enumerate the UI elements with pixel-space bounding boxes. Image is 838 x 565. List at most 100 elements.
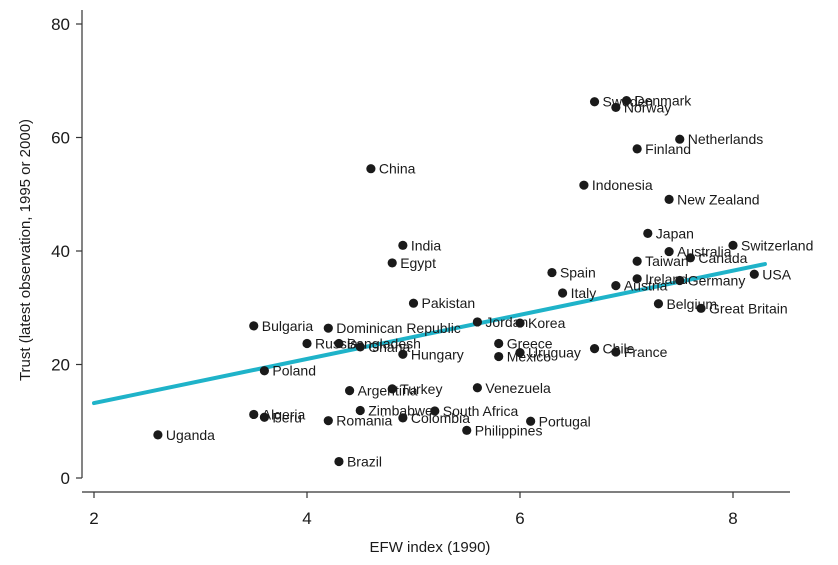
point-label-philippines: Philippines — [475, 422, 543, 438]
point-indonesia — [579, 180, 589, 190]
point-label-korea: Korea — [528, 315, 566, 331]
point-netherlands — [675, 134, 685, 144]
point-italy — [558, 288, 568, 298]
point-label-austria: Austria — [624, 278, 668, 294]
fit-line — [92, 262, 767, 406]
point-label-romania: Romania — [336, 413, 392, 429]
point-finland — [632, 144, 642, 154]
point-romania — [323, 416, 333, 426]
data-points: DenmarkSwedenNorwayNetherlandsFinlandChi… — [153, 93, 813, 470]
point-mexico — [494, 351, 504, 362]
point-south-africa — [430, 406, 440, 416]
point-label-switzerland: Switzerland — [741, 237, 813, 253]
point-china — [366, 164, 376, 174]
y-tick-label: 0 — [61, 469, 70, 488]
point-label-turkey: Turkey — [400, 381, 442, 397]
point-label-peru: Peru — [272, 409, 302, 425]
point-dominican-republic — [323, 323, 333, 333]
point-label-taiwan: Taiwan — [645, 253, 689, 269]
point-portugal — [526, 416, 536, 426]
point-label-finland: Finland — [645, 141, 691, 157]
point-chile — [589, 344, 600, 354]
point-label-india: India — [411, 237, 442, 253]
point-label-great-britain: Great Britain — [709, 300, 788, 316]
point-label-mexico: Mexico — [507, 349, 552, 365]
point-hungary — [398, 349, 408, 359]
point-india — [398, 240, 408, 250]
point-turkey — [387, 384, 397, 394]
point-label-algeria: Algeria — [262, 406, 306, 422]
point-denmark — [621, 96, 632, 106]
y-tick-label: 40 — [51, 242, 70, 261]
point-label-pakistan: Pakistan — [422, 295, 476, 311]
point-usa — [749, 269, 759, 279]
point-label-hungary: Hungary — [411, 346, 464, 362]
point-greece — [494, 338, 504, 349]
point-philippines — [462, 425, 472, 435]
point-japan — [643, 228, 653, 239]
x-tick-label: 2 — [89, 509, 98, 528]
point-egypt — [387, 258, 397, 268]
point-bulgaria — [249, 321, 259, 331]
point-label-china: China — [379, 161, 416, 177]
point-spain — [547, 267, 557, 278]
chart-axes: 0 20 40 60 80 2 4 6 8 — [51, 10, 790, 528]
point-label-south-africa: South Africa — [443, 403, 519, 419]
y-tick-label: 60 — [51, 129, 70, 148]
point-label-japan: Japan — [656, 225, 694, 241]
point-label-netherlands: Netherlands — [688, 131, 764, 147]
point-poland — [259, 366, 269, 376]
point-label-france: France — [624, 344, 668, 360]
point-label-canada: Canada — [698, 250, 747, 266]
point-korea — [515, 318, 525, 328]
point-label-poland: Poland — [272, 363, 316, 379]
point-ghana — [355, 342, 365, 352]
point-australia — [664, 246, 674, 257]
point-venezuela — [472, 383, 482, 393]
point-label-zimbabwe: Zimbabwe — [368, 402, 433, 418]
point-label-usa: USA — [762, 266, 791, 282]
y-axis-title: Trust (latest observation, 1995 or 2000) — [17, 119, 34, 381]
point-label-brazil: Brazil — [347, 454, 382, 470]
point-norway — [611, 102, 621, 113]
point-label-spain: Spain — [560, 265, 596, 281]
point-ireland — [632, 274, 642, 284]
point-label-argentina: Argentina — [358, 383, 418, 399]
x-tick-label: 6 — [515, 509, 524, 528]
fit-line-group — [92, 262, 767, 406]
point-label-new-zealand: New Zealand — [677, 191, 760, 207]
point-colombia — [398, 413, 408, 423]
y-tick-label: 80 — [51, 15, 70, 34]
point-germany — [675, 275, 685, 286]
point-algeria — [249, 409, 259, 420]
point-canada — [685, 253, 696, 263]
x-tick-label: 4 — [302, 509, 311, 528]
point-uganda — [153, 430, 163, 440]
point-peru — [259, 412, 269, 422]
point-label-germany: Germany — [688, 273, 746, 289]
point-russia — [302, 338, 312, 349]
y-tick-label: 20 — [51, 356, 70, 375]
point-label-indonesia: Indonesia — [592, 177, 653, 193]
point-zimbabwe — [355, 405, 365, 416]
point-label-colombia: Colombia — [411, 410, 470, 426]
point-uruguay — [515, 347, 525, 358]
point-label-dominican-republic: Dominican Republic — [336, 320, 461, 336]
point-pakistan — [408, 298, 419, 308]
point-new-zealand — [664, 194, 674, 204]
x-tick-label: 8 — [728, 509, 737, 528]
point-label-uganda: Uganda — [166, 427, 215, 443]
point-brazil — [334, 456, 344, 467]
point-label-norway: Norway — [624, 99, 671, 115]
point-label-bulgaria: Bulgaria — [262, 318, 314, 334]
x-axis-title: EFW index (1990) — [370, 539, 491, 556]
point-taiwan — [632, 256, 642, 266]
point-sweden — [589, 97, 600, 107]
point-label-greece: Greece — [507, 336, 553, 352]
point-label-italy: Italy — [571, 285, 597, 301]
point-austria — [611, 281, 621, 291]
point-bangladesh — [334, 338, 344, 349]
point-argentina — [345, 386, 355, 396]
point-label-egypt: Egypt — [400, 255, 436, 271]
